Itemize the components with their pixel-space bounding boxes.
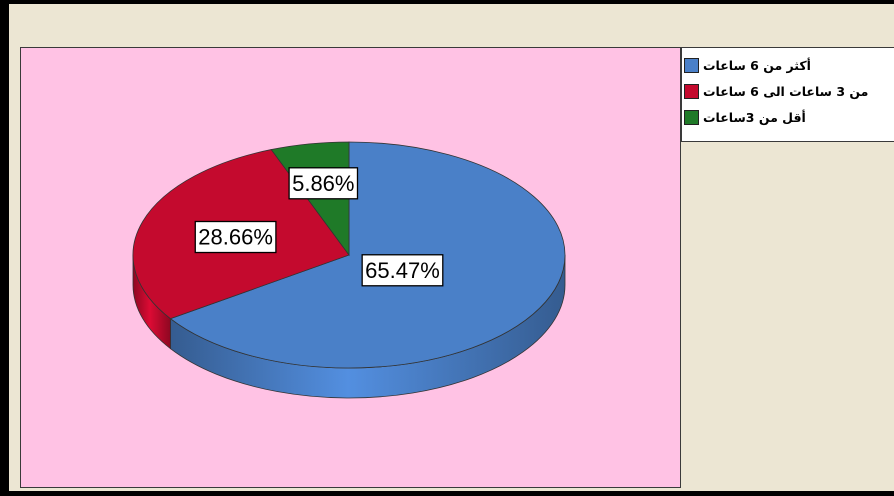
data-label-text-3-to-6: 28.66% [198, 225, 273, 250]
data-label-3-to-6: 28.66% [194, 220, 277, 254]
legend-item-less-than-3: أقل من 3ساعات [682, 104, 894, 130]
data-label-text-less-than-3: 5.86% [292, 171, 354, 196]
data-label-less-than-3: 5.86% [288, 167, 359, 200]
data-label-more-than-6: 65.47% [361, 254, 444, 287]
data-label-box-less-than-3 [288, 167, 359, 200]
legend-swatch-less-than-3 [684, 109, 699, 125]
legend-label-3-to-6: من 3 ساعات الى 6 ساعات [703, 83, 869, 99]
pie-data-labels: 65.47% 28.66% 5.86% [194, 167, 444, 287]
data-label-box-3-to-6 [194, 220, 277, 254]
legend-item-more-than-6: أكثر من 6 ساعات [682, 52, 894, 78]
data-label-text-more-than-6: 65.47% [365, 258, 440, 283]
chart-legend: أكثر من 6 ساعات من 3 ساعات الى 6 ساعات أ… [681, 47, 894, 142]
legend-item-3-to-6: من 3 ساعات الى 6 ساعات [682, 78, 894, 104]
legend-swatch-3-to-6 [684, 83, 699, 99]
legend-label-less-than-3: أقل من 3ساعات [703, 109, 806, 125]
data-label-box-more-than-6 [361, 254, 444, 287]
legend-label-more-than-6: أكثر من 6 ساعات [703, 57, 811, 73]
legend-swatch-more-than-6 [684, 57, 699, 73]
